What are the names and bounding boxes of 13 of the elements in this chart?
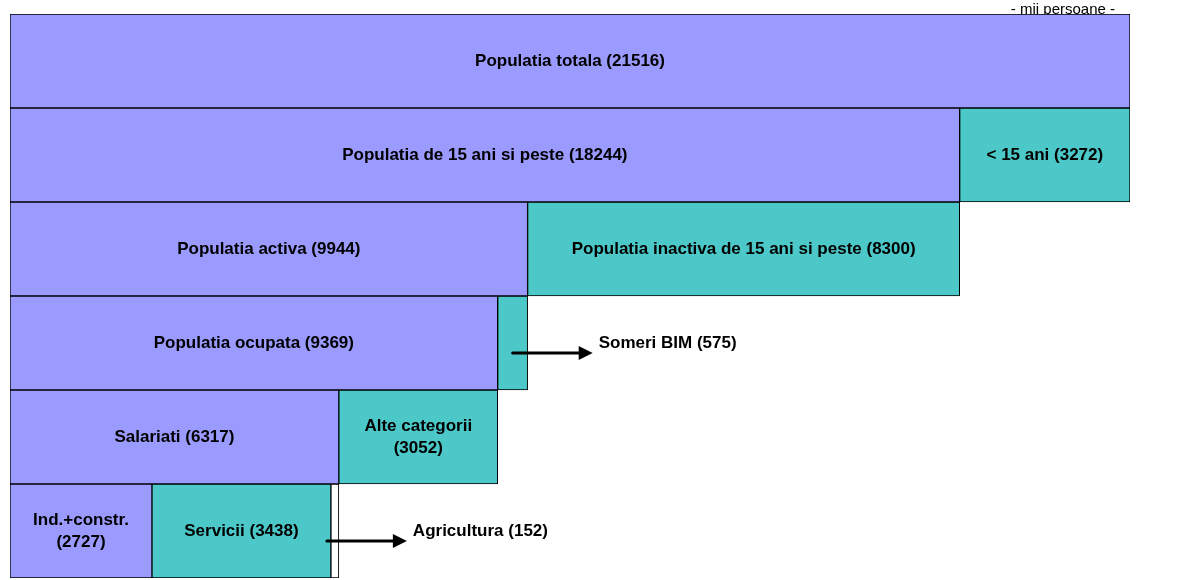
data-label: Someri BIM (575) [598, 332, 737, 352]
data-label: Alte categorii (3052) [364, 415, 473, 457]
data-label: < 15 ani (3272) [986, 144, 1104, 164]
data-label: Populatia de 15 ani si peste (18244) [342, 144, 628, 164]
data-label: Populatia activa (9944) [177, 238, 361, 258]
data-label: Servicii (3438) [184, 520, 299, 540]
annotation: - mii persoane - [1010, 0, 1115, 17]
data-label: Populatia inactiva de 15 ani si peste (8300) [571, 238, 916, 258]
data-label: Ind.+constr. (2727) [33, 509, 129, 551]
data-label: Populatia ocupata (9369) [153, 332, 354, 352]
data-label: Populatia totala (21516) [475, 50, 665, 70]
data-label: Agricultura (152) [412, 520, 548, 540]
data-label: Salariati (6317) [114, 426, 235, 446]
